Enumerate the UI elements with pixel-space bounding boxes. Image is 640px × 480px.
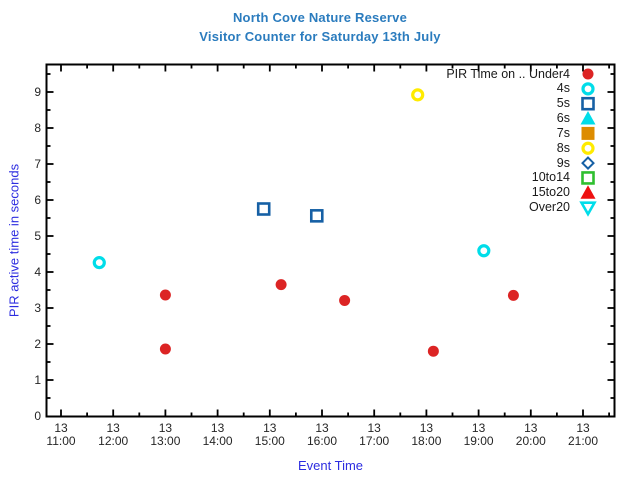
y-tick-label: 3 <box>34 300 41 315</box>
marker-circle-filled <box>427 345 439 357</box>
y-tick-label: 2 <box>34 336 41 351</box>
y-axis-title: PIR active time in seconds <box>6 163 22 318</box>
legend-item-label-15to20: 15to20 <box>531 185 570 200</box>
marker-square-filled <box>581 126 595 140</box>
legend-item-label-4s: 4s <box>556 81 570 96</box>
marker-square-open <box>581 171 595 185</box>
marker-circle-filled <box>339 294 351 306</box>
plot-border <box>45 63 616 418</box>
y-tick-label: 4 <box>34 264 41 279</box>
legend-item-label-Over20: Over20 <box>529 200 570 215</box>
x-tick-label: 13 11:00 <box>46 421 76 448</box>
x-tick-label: 13 20:00 <box>515 421 546 448</box>
legend-item-label-10to14: 10to14 <box>531 170 570 185</box>
marker-circle-filled <box>507 289 519 301</box>
x-tick-label: 13 21:00 <box>567 421 599 448</box>
y-tick-label: 0 <box>34 408 41 423</box>
marker-square-open <box>581 96 595 111</box>
marker-circle-open <box>92 256 106 270</box>
legend-item-label-6s: 6s <box>556 111 570 126</box>
marker-diamond-open <box>581 156 595 171</box>
y-tick-label: 9 <box>34 84 41 99</box>
marker-circle-filled <box>582 68 594 80</box>
legend-item-label-7s: 7s <box>556 125 570 140</box>
y-tick-label: 1 <box>34 372 41 387</box>
x-tick-label: 13 17:00 <box>359 421 390 448</box>
marker-circle-filled <box>275 279 287 291</box>
marker-circle-open <box>477 244 491 258</box>
legend-item-label-Under4: PIR Time on .. Under4 <box>446 66 570 81</box>
x-axis-title: Event Time <box>297 458 364 473</box>
legend-item-label-5s: 5s <box>556 96 570 111</box>
marker-triangle-down-open <box>579 201 597 217</box>
legend-item-label-8s: 8s <box>556 140 570 155</box>
marker-circle-filled <box>159 289 171 301</box>
marker-circle-open <box>581 82 595 96</box>
x-tick-label: 13 19:00 <box>463 421 494 448</box>
y-tick-label: 5 <box>34 228 41 243</box>
marker-square-open <box>309 209 324 223</box>
x-tick-label: 13 16:00 <box>306 421 338 448</box>
y-tick-label: 7 <box>34 156 41 171</box>
marker-circle-open <box>411 88 425 102</box>
chart-title: North Cove Nature Reserve <box>232 10 408 25</box>
x-tick-label: 13 15:00 <box>254 421 285 448</box>
marker-square-open <box>256 202 271 216</box>
marker-triangle-up-filled <box>580 111 596 125</box>
y-tick-label: 6 <box>34 192 41 207</box>
x-tick-label: 13 18:00 <box>411 421 442 448</box>
marker-circle-open <box>581 141 595 155</box>
chart-subtitle: Visitor Counter for Saturday 13th July <box>199 29 441 44</box>
marker-circle-filled <box>159 343 171 355</box>
x-tick-label: 13 13:00 <box>150 421 181 448</box>
x-tick-label: 13 14:00 <box>202 421 233 448</box>
legend-item-label-9s: 9s <box>556 155 570 170</box>
marker-triangle-up-filled <box>580 185 596 199</box>
x-tick-label: 13 12:00 <box>98 421 129 448</box>
y-tick-label: 8 <box>34 120 41 135</box>
